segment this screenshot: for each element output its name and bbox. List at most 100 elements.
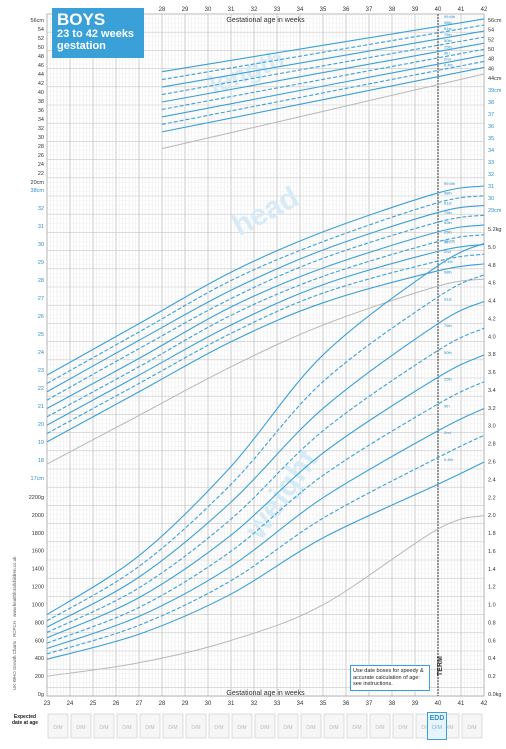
left-length-tick: 46 — [38, 63, 44, 69]
date-box-dm: D/M — [237, 725, 246, 731]
left-weight-tick: 800 — [35, 620, 44, 626]
date-box — [70, 713, 92, 739]
left-weight-tick: 1200 — [32, 585, 44, 591]
chart-title-box: BOYS 23 to 42 weeks gestation — [52, 8, 144, 58]
right-weight-tick: 1.0 — [488, 603, 496, 609]
bottom-week-tick: 25 — [90, 701, 97, 707]
left-head-tick: 29 — [38, 260, 44, 266]
weight-centile-label: 91st — [444, 296, 452, 301]
head-curve-91st — [46, 204, 485, 393]
length-curve-91st — [161, 30, 485, 88]
right-weight-tick: 5.2kg — [488, 227, 501, 233]
head-curve-0.4th — [46, 263, 485, 443]
left-head-tick: 28 — [38, 278, 44, 284]
bottom-week-tick: 33 — [274, 701, 281, 707]
date-box — [277, 713, 299, 739]
weight-centile-label: 9th — [444, 403, 450, 408]
length-centile-label: 9th — [444, 50, 450, 55]
date-box — [139, 713, 161, 739]
date-box-dm: D/M — [283, 725, 292, 731]
right-weight-tick: 2.2 — [488, 495, 496, 501]
bottom-week-tick: 32 — [251, 701, 258, 707]
left-length-tick: 52 — [38, 36, 44, 42]
bottom-week-tick: 40 — [435, 701, 442, 707]
date-box-dm: D/M — [260, 725, 269, 731]
left-weight-tick: 200 — [35, 674, 44, 680]
weight-curve-25th — [46, 381, 485, 644]
left-head-tick: 25 — [38, 332, 44, 338]
weight-curve-low — [46, 515, 485, 677]
weight-centile-label: 2nd — [444, 430, 451, 435]
expected-date-line1: Expected — [13, 714, 37, 720]
date-box — [116, 713, 138, 739]
head-curve-98th — [46, 195, 485, 384]
right-head-tick: 39cm — [488, 88, 502, 94]
right-weight-tick: 4.0 — [488, 334, 496, 340]
left-length-tick: 48 — [38, 54, 44, 60]
left-length-tick: 28 — [38, 144, 44, 150]
date-box — [254, 713, 276, 739]
length-curve-25th — [161, 48, 485, 111]
left-head-tick: 27 — [38, 296, 44, 302]
top-week-tick: 40 — [435, 7, 442, 13]
weight-curve-9th — [46, 407, 485, 650]
bottom-week-tick: 31 — [228, 701, 235, 707]
weight-centile-label: 99.6th — [444, 238, 455, 243]
left-length-tick: 50 — [38, 45, 44, 51]
weight-centile-label: 50th — [444, 350, 452, 355]
top-week-tick: 36 — [343, 7, 350, 13]
left-head-tick: 21 — [38, 404, 44, 410]
left-head-tick: 24 — [38, 350, 44, 356]
bottom-axis-label: Gestational age in weeks — [226, 690, 305, 697]
bottom-week-tick: 42 — [481, 701, 488, 707]
head-centile-label: 2nd — [444, 249, 451, 254]
right-weight-tick: 0.6 — [488, 638, 496, 644]
weight-curve-0.4th — [46, 461, 485, 660]
left-length-tick: 20cm — [31, 180, 45, 186]
left-length-tick: 40 — [38, 90, 44, 96]
edd-box[interactable]: EDD D/M — [427, 712, 447, 740]
date-box-dm: D/M — [375, 725, 384, 731]
length-curve-99.6th — [161, 18, 485, 73]
top-week-tick: 37 — [366, 7, 373, 13]
date-box-dm: D/M — [352, 725, 361, 731]
date-box — [461, 713, 483, 739]
left-weight-tick: 2200g — [29, 495, 44, 501]
right-length-tick: 48 — [488, 57, 494, 63]
left-length-tick: 54 — [38, 27, 44, 33]
right-head-tick: 30 — [488, 196, 494, 202]
right-weight-tick: 3.2 — [488, 406, 496, 412]
top-week-tick: 30 — [205, 7, 212, 13]
right-weight-tick: 2.0 — [488, 513, 496, 519]
right-head-tick: 29cm — [488, 208, 502, 214]
left-head-tick: 17cm — [31, 476, 45, 482]
right-weight-tick: 0.4 — [488, 656, 496, 662]
left-weight-tick: 600 — [35, 638, 44, 644]
right-weight-tick: 1.8 — [488, 531, 496, 537]
left-length-tick: 38 — [38, 99, 44, 105]
right-weight-tick: 0.0kg — [488, 692, 501, 698]
date-box-dm: D/M — [145, 725, 154, 731]
top-week-tick: 33 — [274, 7, 281, 13]
right-weight-tick: 3.4 — [488, 388, 496, 394]
left-length-tick: 42 — [38, 81, 44, 87]
chart-subtitle-2: gestation — [57, 40, 106, 52]
right-weight-tick: 1.4 — [488, 567, 496, 573]
date-box-dm: D/M — [214, 725, 223, 731]
left-weight-tick: 1600 — [32, 549, 44, 555]
head-curve-25th — [46, 234, 485, 418]
left-head-tick: 30 — [38, 242, 44, 248]
date-box — [346, 713, 368, 739]
length-centile-label: 99.6th — [444, 14, 455, 19]
bottom-week-tick: 30 — [205, 701, 212, 707]
right-head-tick: 38 — [488, 100, 494, 106]
date-box-dm: D/M — [421, 725, 430, 731]
top-week-tick: 32 — [251, 7, 258, 13]
top-week-tick: 41 — [458, 7, 465, 13]
expected-date-line2: date at age — [11, 720, 39, 726]
length-curve-2nd — [161, 60, 485, 125]
bottom-week-tick: 38 — [389, 701, 396, 707]
right-weight-tick: 4.4 — [488, 299, 496, 305]
weight-curve-2nd — [46, 434, 485, 655]
